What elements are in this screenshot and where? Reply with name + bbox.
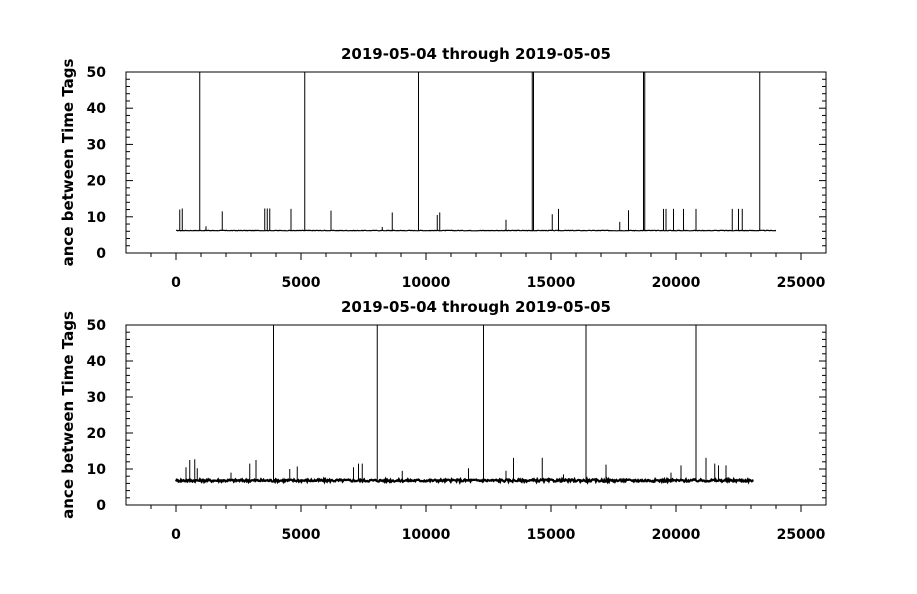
y-tick-label: 30 (87, 137, 107, 153)
y-tick-label: 0 (96, 246, 106, 262)
chart-top: 2019-05-04 through 2019-05-05 ance betwee… (59, 45, 827, 291)
series-line (176, 229, 777, 232)
x-tick-label: 15000 (527, 275, 576, 291)
x-tick-label: 25000 (777, 527, 826, 543)
y-tick-label: 30 (87, 390, 107, 406)
x-tick-label: 0 (171, 527, 181, 543)
y-tick-label: 10 (87, 462, 107, 478)
y-axis-label: ance between Time Tags (59, 59, 77, 267)
x-tick-label: 5000 (282, 527, 321, 543)
y-tick-label: 50 (87, 65, 107, 81)
y-tick-label: 0 (96, 498, 106, 514)
x-tick-label: 0 (171, 275, 181, 291)
x-tick-label: 10000 (402, 527, 451, 543)
chart-title: 2019-05-04 through 2019-05-05 (341, 45, 611, 63)
chart-title: 2019-05-04 through 2019-05-05 (341, 298, 611, 316)
series-line (174, 476, 754, 485)
y-tick-label: 20 (87, 174, 107, 190)
y-tick-label: 40 (87, 354, 107, 370)
y-tick-label: 10 (87, 210, 107, 226)
x-tick-label: 5000 (282, 275, 321, 291)
x-tick-label: 20000 (652, 527, 701, 543)
x-tick-label: 20000 (652, 275, 701, 291)
x-tick-label: 10000 (402, 275, 451, 291)
chart-bottom: 2019-05-04 through 2019-05-05 ance betwee… (59, 298, 827, 543)
y-tick-label: 40 (87, 101, 107, 117)
x-tick-label: 15000 (527, 527, 576, 543)
x-tick-label: 25000 (777, 275, 826, 291)
y-tick-label: 20 (87, 426, 107, 442)
plot-frame (125, 71, 827, 254)
y-axis-label: ance between Time Tags (59, 311, 77, 519)
y-tick-label: 50 (87, 318, 107, 334)
